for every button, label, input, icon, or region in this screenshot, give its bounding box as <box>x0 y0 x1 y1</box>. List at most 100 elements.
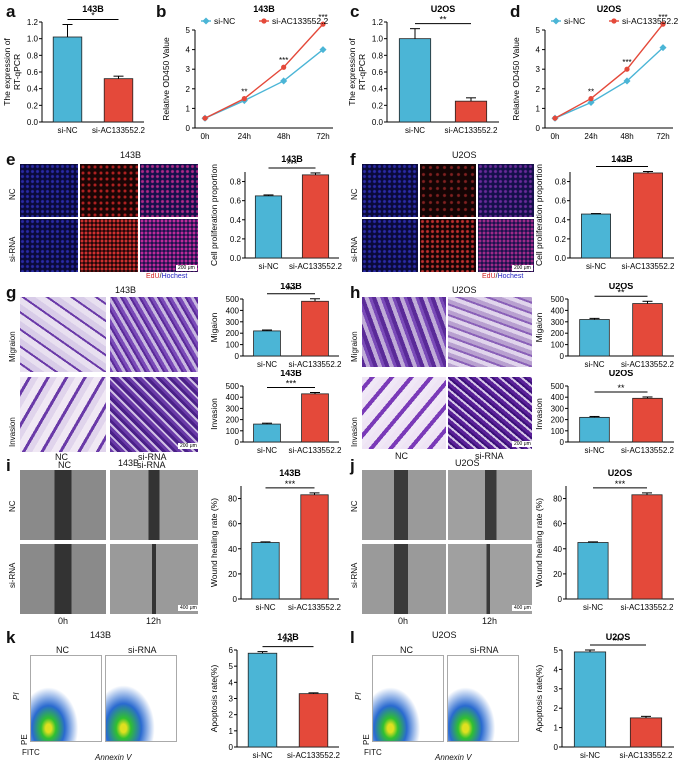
chart-l-sig: *** <box>613 636 624 646</box>
panel-i-top-nc: NC <box>58 460 71 470</box>
chart-g1-ytick-label-3: 300 <box>226 318 240 327</box>
chart-d-legend-marker-1 <box>611 18 617 24</box>
chart-c-bar-0 <box>398 38 432 123</box>
chart-a-ytick-label-2: 0.4 <box>27 85 39 94</box>
chart-j-ylabel-0: Wound healing rate (%) <box>534 498 544 587</box>
chart-b-xtick-label-3: 72h <box>316 132 329 141</box>
panel-g-col-sirna: si-RNA <box>138 452 167 462</box>
chart-a-ytick-label-4: 0.8 <box>27 51 39 60</box>
chart-h1-xlabel-0: si-NC <box>585 360 605 369</box>
panel-g-row-migration: Migraion <box>8 331 17 362</box>
chart-h2-bar-1 <box>632 397 663 443</box>
chart-l-xlabel-1: si-AC133552.2 <box>620 751 673 760</box>
chart-e-ytick-label-0: 0.0 <box>230 254 242 263</box>
chart-f-ytick-label-3: 0.6 <box>555 197 567 206</box>
chart-k-bar-1 <box>298 693 329 748</box>
bar-chart-g-migration: 143B 0 100 200 300 400 500 Migaion si-NC si-AC133… <box>209 283 342 369</box>
chart-b-title: 143B <box>253 4 275 14</box>
line-chart-b: 143B 0 1 2 3 4 5 0h 24h 48h 72h Relative OD450 Valu… <box>161 4 333 141</box>
bar-chart-a: 143B 0.0 0.2 0.4 0.6 0.8 1.0 1.2 The expression … <box>2 4 146 135</box>
chart-d-title: U2OS <box>597 4 622 14</box>
chart-k-ytick-label-5: 5 <box>229 662 234 671</box>
chart-h1-ylabel-0: Migaion <box>534 312 544 342</box>
chart-d-sig-2: *** <box>622 58 631 67</box>
panel-letter-l: l <box>350 628 355 647</box>
chart-d-point-0-2 <box>623 77 631 85</box>
chart-c-ytick-label-0: 0.0 <box>372 118 384 127</box>
legend-edu-e: EdU <box>146 273 160 280</box>
chart-l-xlabel-0: si-NC <box>580 751 600 760</box>
chart-d-series-1 <box>554 23 664 119</box>
chart-h2-ytick-label-5: 500 <box>551 382 565 391</box>
chart-e-xlabel-1: si-AC133552.2 <box>289 262 342 271</box>
panel-l-col-sirna: si-RNA <box>470 645 499 655</box>
chart-g1-bar-1 <box>301 300 329 357</box>
panel-i-col-12h: 12h <box>146 616 162 626</box>
bar-chart-c: U2OS 0.0 0.2 0.4 0.6 0.8 1.0 1.2 The expression … <box>347 4 499 135</box>
edu-image-f-sirna-blue <box>362 219 418 272</box>
chart-h1-bar-0 <box>579 319 610 357</box>
chart-c-ylabel-0: The expression of <box>347 38 357 106</box>
bar-chart-i: 143B 0 20 40 60 80 Wound healing rate (%) si-NC… <box>209 468 342 612</box>
chart-b-legend-marker-0 <box>202 17 210 25</box>
panel-i-col-0h: 0h <box>58 616 69 626</box>
chart-d-point-1-3 <box>660 21 666 27</box>
chart-a-ytick-label-5: 1.0 <box>27 35 39 44</box>
chart-a-xlabel-1: si-AC133552.2 <box>92 126 145 135</box>
chart-d-ytick-label-1: 1 <box>536 104 541 113</box>
chart-j-xlabel-1: si-AC133552.2 <box>621 603 674 612</box>
chart-a-ytick-label-3: 0.6 <box>27 68 39 77</box>
chart-h2-xlabel-1: si-AC133552.2 <box>621 446 674 455</box>
chart-k-ylabel-0: Apoptosis rate(%) <box>209 665 219 733</box>
chart-b-legend-label-0: si-NC <box>214 16 235 26</box>
chart-l-ytick-label-2: 2 <box>554 704 559 713</box>
chart-d-xtick-label-3: 72h <box>656 132 669 141</box>
chart-d-ytick-label-4: 4 <box>536 46 541 55</box>
chart-c-ytick-label-4: 0.8 <box>372 51 384 60</box>
panel-j-row-nc: NC <box>350 500 359 512</box>
bar-chart-l: U2OS 0 1 2 3 4 5 Apoptosis rate(%) si-NC si-AC133… <box>534 632 674 760</box>
chart-e-bar-1 <box>301 174 330 259</box>
edu-image-nc-red <box>80 164 138 217</box>
wound-i-nc-0h <box>20 470 106 540</box>
chart-d-point-1-1 <box>588 96 594 102</box>
wound-j-sirna-0h <box>362 544 446 614</box>
chart-b-ytick-label-1: 1 <box>186 104 191 113</box>
chart-l-ylabel-0: Apoptosis rate(%) <box>534 665 544 733</box>
chart-a-sig: * <box>91 11 95 21</box>
chart-j-bar-0 <box>577 542 609 600</box>
chart-j-ytick-label-2: 40 <box>553 545 562 554</box>
panel-f-row-sirna: si-RNA <box>350 236 359 262</box>
edu-image-f-sirna-merge <box>478 219 534 272</box>
chart-i-xlabel-1: si-AC133552.2 <box>288 603 341 612</box>
chart-j-bar-1 <box>631 494 663 600</box>
panel-letter-d: d <box>510 2 521 21</box>
chart-g1-title: 143B <box>280 283 302 291</box>
chart-f-xlabel-1: si-AC133552.2 <box>622 262 675 271</box>
panel-j-col-12h: 12h <box>482 616 498 626</box>
panel-letter-c: c <box>350 2 360 21</box>
edu-image-sirna-merge <box>140 219 198 272</box>
chart-h2-ytick-label-3: 300 <box>551 404 565 413</box>
chart-b-ytick-label-0: 0 <box>186 124 191 133</box>
flow-plot-k-sirna <box>105 655 177 742</box>
chart-e-ytick-label-3: 0.6 <box>230 197 242 206</box>
panel-l-title: U2OS <box>432 630 457 640</box>
chart-g2-xlabel-0: si-NC <box>257 446 277 455</box>
chart-d-sig-1: ** <box>588 88 594 97</box>
chart-d-sig-3: *** <box>658 13 667 22</box>
chart-h2-ytick-label-2: 200 <box>551 416 565 425</box>
bar-chart-k: 143B 0 1 2 3 4 5 6 Apoptosis rate(%) si-NC si-AC13… <box>209 632 341 760</box>
legend-edu-hoechst-f: EdU/Hochest <box>482 273 523 280</box>
wound-i-nc-12h <box>110 470 198 540</box>
chart-h1-ytick-label-1: 100 <box>551 341 565 350</box>
chart-k-ytick-label-0: 0 <box>229 743 234 752</box>
edu-image-nc-blue <box>20 164 78 217</box>
chart-k-xlabel-0: si-NC <box>253 751 273 760</box>
chart-k-bar-0 <box>247 652 278 748</box>
chart-h1-sig: ** <box>617 287 625 297</box>
edu-image-f-nc-blue <box>362 164 418 217</box>
chart-b-series-1 <box>204 23 324 119</box>
scale-bar-j: 400 μm <box>512 605 533 611</box>
bar-chart-h-invasion: U2OS 0 100 200 300 400 500 Invasion si-NC si-AC13… <box>534 370 675 455</box>
